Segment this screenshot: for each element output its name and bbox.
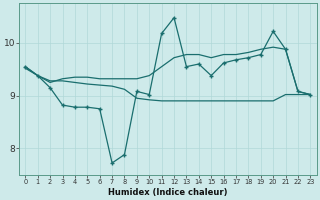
X-axis label: Humidex (Indice chaleur): Humidex (Indice chaleur)	[108, 188, 228, 197]
